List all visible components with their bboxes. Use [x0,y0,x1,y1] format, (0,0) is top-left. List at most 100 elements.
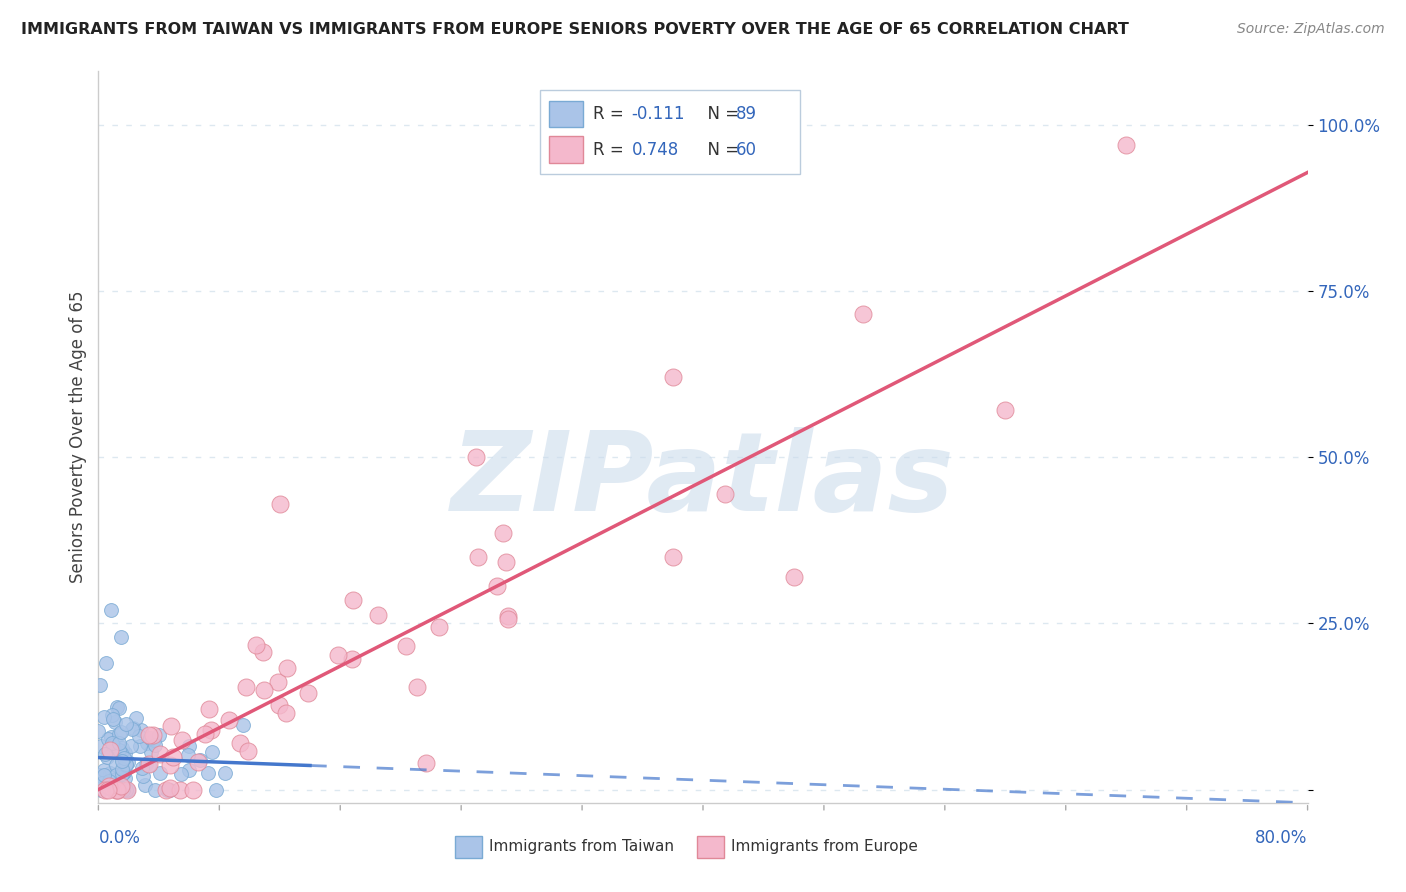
Point [138,729,160,743]
Point [110,779,132,793]
Point [714,486,737,500]
FancyBboxPatch shape [550,101,583,127]
FancyBboxPatch shape [697,836,724,858]
Point [94,779,117,793]
Point [159,782,181,797]
Point [115,782,138,797]
Point [198,702,221,716]
Point [852,307,875,321]
Point [188,753,211,767]
Text: Immigrants from Taiwan: Immigrants from Taiwan [489,839,673,855]
Point [115,757,138,772]
Point [236,744,259,758]
Point [108,782,131,797]
Point [169,782,191,797]
Point [177,747,200,762]
Point [159,780,181,795]
Point [172,733,194,747]
Point [110,746,132,760]
Point [107,736,129,750]
Point [115,756,138,771]
Point [105,700,128,714]
FancyBboxPatch shape [456,836,482,858]
Point [87,724,110,739]
Point [276,661,298,675]
Point [122,721,145,735]
Point [107,782,129,797]
Point [177,764,200,778]
Point [104,767,127,781]
Point [91,775,114,789]
Point [138,731,160,745]
Text: 0.748: 0.748 [631,141,679,159]
Point [267,675,290,690]
Point [367,607,389,622]
Point [104,782,127,797]
Point [187,755,209,769]
Point [93,709,115,723]
Point [100,603,122,617]
Point [342,593,364,607]
Point [97,782,120,797]
Point [117,782,139,797]
Point [229,736,252,750]
Text: ZIPatlas: ZIPatlas [451,427,955,534]
Text: N =: N = [697,104,744,123]
Point [269,497,291,511]
Point [114,746,136,760]
Point [111,741,134,756]
Point [105,782,128,797]
Point [104,758,127,772]
Point [274,706,297,720]
Point [326,648,349,662]
Point [138,757,160,772]
Point [101,736,124,750]
Point [149,747,172,762]
Point [98,743,121,757]
Text: Source: ZipAtlas.com: Source: ZipAtlas.com [1237,22,1385,37]
Point [120,739,142,753]
Text: R =: R = [593,104,628,123]
Point [107,743,129,757]
Point [395,640,418,654]
Point [149,766,172,780]
Point [201,745,224,759]
Point [111,765,134,780]
Point [104,715,127,730]
Point [994,403,1017,417]
Text: Immigrants from Europe: Immigrants from Europe [731,839,918,855]
Point [143,782,166,797]
Point [492,525,515,540]
Point [135,757,157,772]
Point [114,771,136,785]
Point [103,712,125,726]
Point [1115,137,1137,152]
Point [155,782,177,797]
Point [110,782,132,797]
Point [96,750,118,764]
Text: 0.0%: 0.0% [98,830,141,847]
Point [232,718,254,732]
Point [148,727,170,741]
Point [783,570,806,584]
Point [495,555,517,569]
Point [117,755,139,769]
Point [194,727,217,741]
Point [111,754,134,768]
Point [100,777,122,791]
Point [94,656,117,670]
Point [108,727,131,741]
Text: N =: N = [697,141,744,159]
Point [110,630,132,644]
Point [125,711,148,725]
Point [111,766,134,780]
Point [121,722,143,736]
Point [214,765,236,780]
Text: 60: 60 [735,141,756,159]
Point [90,739,112,753]
Point [245,638,267,652]
Point [94,782,117,797]
Point [661,370,683,384]
Point [297,686,319,700]
Point [218,713,240,727]
